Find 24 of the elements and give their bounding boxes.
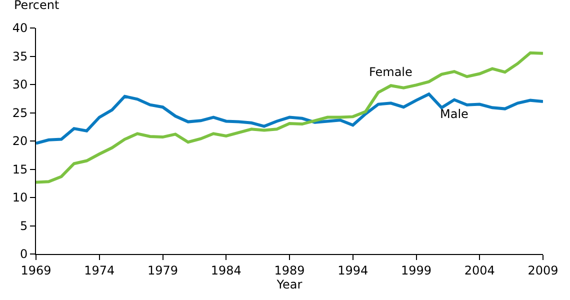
line-series [36,51,543,184]
x-tick-label: 1979 [147,263,178,278]
series-label: Male [440,107,468,121]
x-tick-label: 2004 [464,263,495,278]
y-tick-label: 25 [12,106,28,120]
y-tick-label: 0 [20,247,28,262]
x-tick-label: 1994 [338,263,368,278]
y-tick-label: 15 [12,162,28,176]
y-tick-label: 35 [12,49,28,64]
y-tick-label: 20 [12,134,28,148]
x-axis-title: Year [276,277,302,292]
x-tick-label: 1974 [84,263,115,278]
line-series [36,92,543,145]
series-label: Female [369,65,412,79]
x-tick-label: 1984 [210,263,242,278]
x-tick-label: 1969 [20,263,52,278]
x-tick-label: 1999 [400,263,432,278]
y-tick-label: 40 [12,21,28,36]
y-tick-label: 5 [20,218,28,233]
x-tick-label: 1989 [274,263,305,278]
x-tick-label: 2009 [528,263,558,278]
y-axis-title: Percent [14,0,60,12]
y-tick-label: 30 [12,78,28,92]
y-tick-label: 10 [12,190,28,205]
